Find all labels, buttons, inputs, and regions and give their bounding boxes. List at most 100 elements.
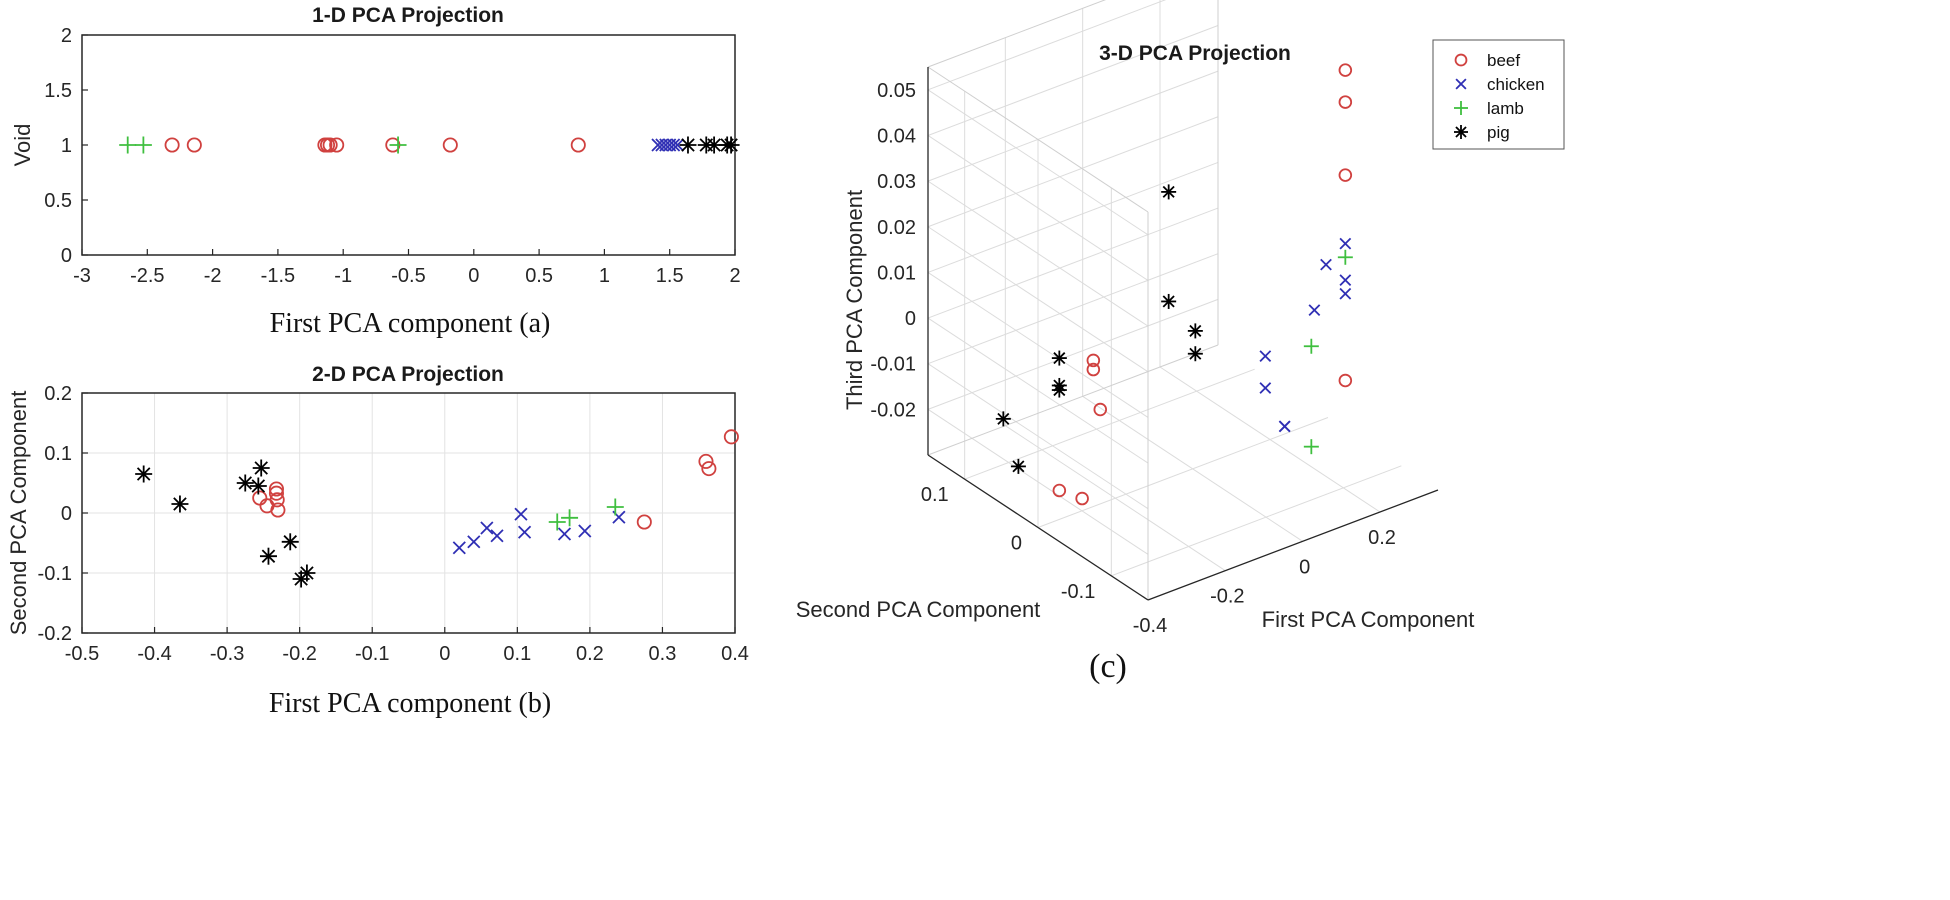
pig-point	[236, 474, 254, 492]
panel-c-3d-projection: 3-D PCA Projection -0.02 -0.01 0 0.01 0.02 0.…	[796, 0, 1565, 685]
beef-point	[636, 514, 652, 530]
lamb-point	[134, 136, 152, 154]
beef-point	[269, 492, 285, 508]
y-tick-label: 0.5	[44, 190, 72, 212]
beef-point	[1338, 168, 1353, 182]
chicken-point	[1308, 304, 1321, 316]
beef-point	[1086, 362, 1101, 377]
y-tick-label: -0.1	[1061, 581, 1095, 603]
lamb-point	[389, 136, 407, 154]
chicken-point	[670, 138, 685, 152]
panel-a-1d-projection: 1-D PCA Projection -3 -2.5 -2 -1.5 -1 -0.5 0 0.…	[10, 4, 741, 339]
panel-a-y-ticks: 0 0.5 1 1.5 2	[44, 25, 88, 267]
chicken-point	[452, 541, 466, 555]
panel-b-y-label: Second PCA Component	[6, 391, 31, 636]
y-tick-label: 0	[61, 503, 72, 525]
panel-b-points	[135, 429, 739, 588]
x-tick-label: 2	[729, 265, 740, 287]
lamb-point	[606, 498, 624, 516]
legend-chicken-marker	[1455, 78, 1467, 90]
panel-b-title: 2-D PCA Projection	[312, 363, 504, 386]
x-tick-label: 0.4	[721, 643, 749, 665]
chicken-point	[1339, 287, 1352, 300]
panel-c-z-ticks: -0.02 -0.01 0 0.01 0.02 0.03 0.04 0.05	[870, 80, 916, 422]
panel-b-2d-projection: 2-D PCA Projection -0.5 -0.4 -0.3 -0.2 -0.1 0…	[6, 363, 749, 719]
x-tick-label: 0	[468, 265, 479, 287]
x-tick-label: 0	[439, 643, 450, 665]
chicken-point	[518, 525, 532, 539]
chicken-point	[1259, 350, 1272, 362]
panel-a-x-ticks: -3 -2.5 -2 -1.5 -1 -0.5 0 0.5 1 1.5 2	[73, 249, 741, 287]
grid-line	[927, 116, 1219, 228]
pig-point	[1161, 184, 1177, 200]
x-tick-label: -0.2	[1210, 586, 1244, 608]
beef-point	[1052, 483, 1067, 498]
y-tick-label: 0.2	[44, 383, 72, 405]
beef-point	[570, 137, 586, 153]
grid-line	[927, 161, 1219, 273]
lamb-point	[548, 513, 566, 531]
grid-line	[1037, 417, 1329, 528]
beef-point	[329, 137, 345, 153]
x-tick-label: -0.5	[391, 265, 425, 287]
grid-line	[927, 0, 1167, 91]
beef-point	[1075, 491, 1089, 506]
y-tick-label: 0	[1011, 533, 1022, 555]
lamb-point	[561, 509, 579, 527]
panel-c-y-label: Second PCA Component	[796, 597, 1041, 622]
panel-c-x-ticks: -0.4 -0.2 0 0.2	[1133, 527, 1396, 637]
box-edge	[927, 66, 1149, 213]
beef-point	[1338, 95, 1353, 109]
x-tick-label: 0.5	[525, 265, 553, 287]
y-tick-label: 1	[61, 135, 72, 157]
panel-b-x-label: First PCA component (b)	[269, 688, 551, 719]
x-tick-label: -0.1	[355, 643, 389, 665]
panel-c-x-label: First PCA Component	[1262, 607, 1475, 632]
x-tick-label: -1.5	[261, 265, 295, 287]
y-tick-label: -0.2	[38, 623, 72, 645]
panel-a-title: 1-D PCA Projection	[312, 4, 504, 27]
beef-point	[1086, 353, 1101, 368]
y-tick-label: 2	[61, 25, 72, 47]
grid-line	[927, 298, 1219, 410]
pig-point	[1187, 323, 1203, 339]
z-tick-label: 0.03	[877, 171, 916, 193]
legend-box	[1432, 39, 1565, 150]
chicken-point	[467, 535, 481, 549]
beef-point	[698, 453, 714, 469]
lamb-point	[1303, 439, 1319, 455]
y-tick-label: 0.1	[44, 443, 72, 465]
pig-point	[995, 411, 1011, 427]
z-tick-label: -0.01	[870, 354, 916, 376]
beef-point	[1093, 402, 1108, 417]
pig-point	[135, 465, 153, 483]
x-tick-label: 0.2	[1368, 527, 1396, 549]
legend-chicken-label: chicken	[1487, 75, 1545, 94]
x-tick-label: -0.3	[210, 643, 244, 665]
pig-point	[252, 459, 270, 477]
y-axis-line	[927, 454, 1149, 601]
pig-point	[171, 495, 189, 513]
panel-c-points	[995, 63, 1353, 506]
y-tick-label: -0.1	[38, 563, 72, 585]
lamb-point	[1303, 338, 1319, 354]
grid-line	[927, 253, 1219, 365]
pig-point	[1161, 293, 1177, 309]
x-tick-label: -1	[334, 265, 352, 287]
panel-b-y-ticks: -0.2 -0.1 0 0.1 0.2	[38, 383, 88, 645]
x-tick-label: -0.2	[282, 643, 316, 665]
panel-a-y-label: Void	[10, 124, 35, 167]
z-tick-label: -0.02	[870, 399, 916, 421]
grid-line	[964, 368, 1255, 480]
beef-point	[268, 485, 284, 501]
chicken-point	[1278, 420, 1291, 433]
beef-point	[164, 137, 180, 153]
pig-point	[298, 564, 316, 582]
x-tick-label: 0.1	[503, 643, 531, 665]
chicken-point	[557, 527, 572, 541]
pig-point	[679, 136, 697, 154]
pig-point	[1051, 350, 1067, 366]
y-tick-label: 0.1	[921, 484, 949, 506]
grid-line	[927, 207, 1219, 319]
